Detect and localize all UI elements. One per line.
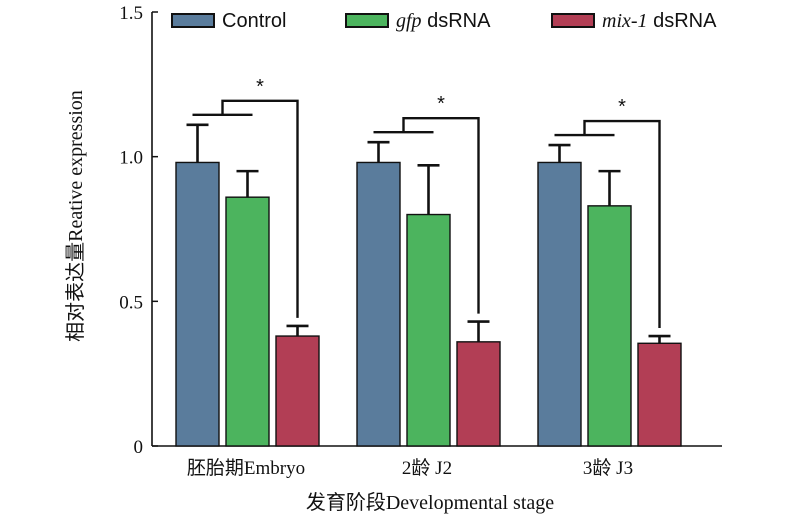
bar: [406, 213, 451, 447]
significance-star: *: [256, 76, 264, 98]
legend-label: gfp dsRNA: [396, 10, 491, 32]
legend-label-text: dsRNA: [422, 10, 492, 32]
y-tick-label: 1.5: [119, 3, 143, 24]
legend-swatch: [345, 13, 389, 28]
bracket-line: [221, 99, 299, 318]
bar: [637, 342, 682, 447]
x-tick-label: 2龄 J2: [402, 457, 452, 479]
y-tick-label: 0: [134, 437, 144, 458]
bracket-line: [402, 116, 480, 314]
error-bars: [186, 123, 671, 344]
legend-label: Control: [222, 10, 286, 32]
x-tick-label: 胚胎期Embryo: [187, 457, 305, 479]
y-axis-title: 相对表达量Reative expression: [64, 90, 87, 342]
x-axis-title: 发育阶段Developmental stage: [306, 491, 554, 514]
legend-label-italic: gfp: [396, 10, 422, 32]
significance-star: *: [618, 96, 626, 118]
legend-label: mix-1 dsRNA: [602, 10, 717, 32]
bar: [225, 196, 270, 447]
bar: [537, 161, 582, 447]
significance-brackets: * * *: [192, 76, 661, 329]
bar: [456, 341, 501, 447]
bar: [587, 205, 632, 447]
x-tick-label: 3龄 J3: [583, 457, 633, 479]
legend-label-text: Control: [222, 10, 286, 32]
legend-label-italic: mix-1: [602, 10, 648, 32]
legend: Control gfp dsRNA mix-1 dsRNA: [171, 10, 717, 32]
bar: [175, 161, 220, 447]
bracket-line: [583, 119, 661, 329]
legend-swatch: [551, 13, 595, 28]
bars: [175, 161, 682, 447]
y-tick-label: 0.5: [119, 292, 143, 313]
bar: [275, 335, 320, 447]
bar: [356, 161, 401, 447]
legend-swatch: [171, 13, 215, 28]
legend-label-text: dsRNA: [648, 10, 718, 32]
significance-star: *: [437, 93, 445, 115]
y-tick-label: 1.0: [119, 148, 143, 169]
